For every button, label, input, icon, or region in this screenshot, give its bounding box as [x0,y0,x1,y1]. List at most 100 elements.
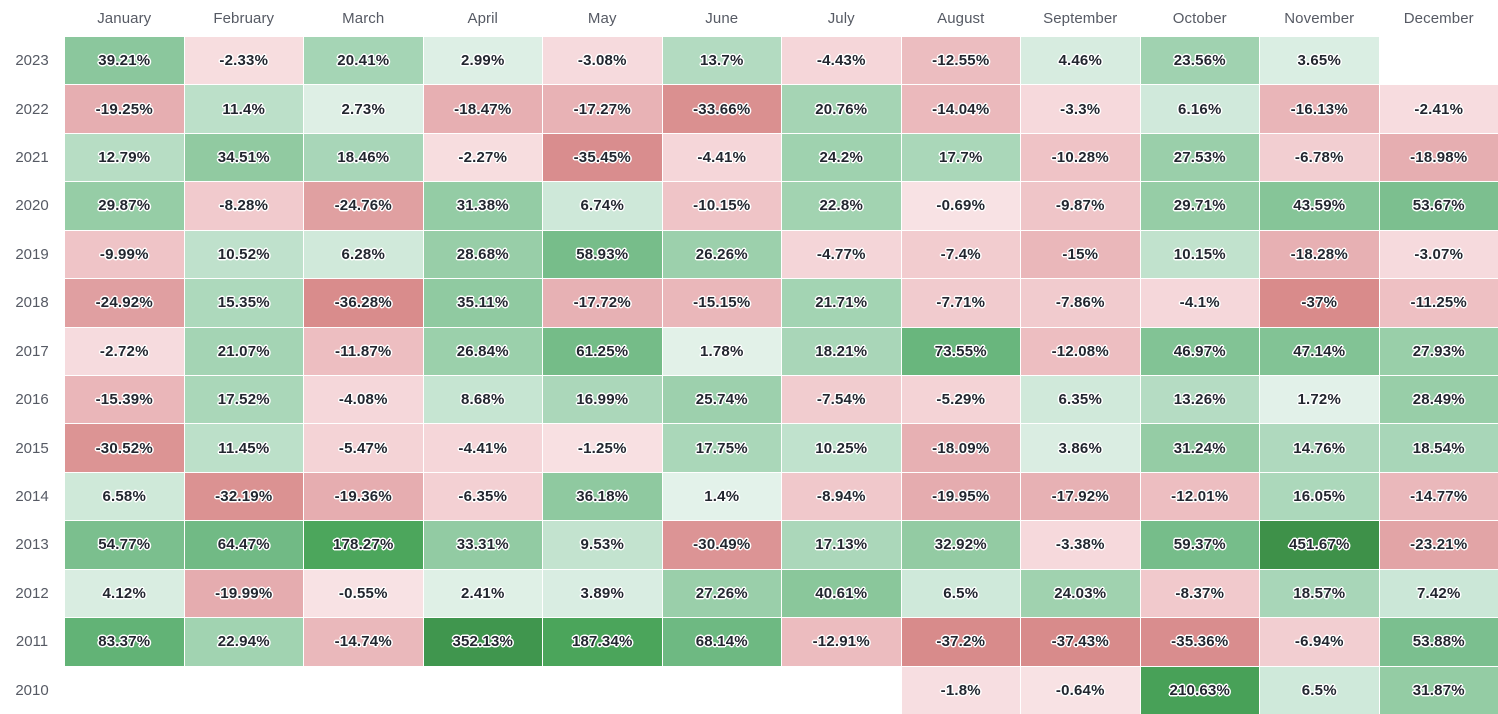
cell-2015-october: 31.24% [1140,424,1259,472]
cell-2016-march: -4.08% [304,375,423,424]
cell-2012-may: 3.89% [543,569,662,618]
cell-2021-march: 18.46% [304,133,423,182]
month-header-december: December [1379,0,1498,36]
cell-2014-april: -6.35% [423,472,542,521]
cell-2022-may: -17.27% [543,85,662,133]
cell-2015-june: 17.75% [662,424,781,472]
cell-2010-august: -1.8% [901,666,1020,714]
cell-2013-december: -23.21% [1379,521,1498,569]
cell-2018-january: -24.92% [65,279,184,327]
cell-2019-march: 6.28% [304,230,423,279]
cell-2011-january: 83.37% [65,618,184,666]
cell-2019-october: 10.15% [1140,230,1259,279]
year-label-2023: 2023 [0,37,64,85]
year-label-2018: 2018 [0,279,64,327]
cell-2017-september: -12.08% [1021,327,1140,375]
cell-2010-may [543,666,662,714]
cell-2011-november: -6.94% [1260,618,1379,666]
cell-2018-march: -36.28% [304,279,423,327]
cell-2014-september: -17.92% [1021,472,1140,521]
cell-2012-october: -8.37% [1140,569,1259,618]
cell-2022-july: 20.76% [782,85,901,133]
cell-2022-december: -2.41% [1379,85,1498,133]
cell-2021-december: -18.98% [1379,133,1498,182]
cell-2010-january [65,666,184,714]
cell-2022-january: -19.25% [65,85,184,133]
year-label-2017: 2017 [0,327,64,375]
cell-2016-june: 25.74% [662,375,781,424]
cell-2013-august: 32.92% [901,521,1020,569]
cell-2016-october: 13.26% [1140,375,1259,424]
cell-2022-august: -14.04% [901,85,1020,133]
cell-2021-july: 24.2% [782,133,901,182]
cell-2010-july [782,666,901,714]
cell-2022-september: -3.3% [1021,85,1140,133]
cell-2013-october: 59.37% [1140,521,1259,569]
cell-2010-february [184,666,303,714]
cell-2018-september: -7.86% [1021,279,1140,327]
cell-2021-january: 12.79% [65,133,184,182]
year-label-2015: 2015 [0,424,64,472]
cell-2023-june: 13.7% [662,37,781,85]
cell-2017-june: 1.78% [662,327,781,375]
month-header-may: May [543,0,662,36]
cell-2021-april: -2.27% [423,133,542,182]
cell-2017-october: 46.97% [1140,327,1259,375]
cell-2021-october: 27.53% [1140,133,1259,182]
month-header-january: January [65,0,184,36]
year-label-2016: 2016 [0,375,64,424]
month-header-july: July [782,0,901,36]
cell-2016-april: 8.68% [423,375,542,424]
cell-2017-march: -11.87% [304,327,423,375]
cell-2022-october: 6.16% [1140,85,1259,133]
cell-2013-january: 54.77% [65,521,184,569]
cell-2019-may: 58.93% [543,230,662,279]
cell-2020-june: -10.15% [662,182,781,230]
cell-2019-september: -15% [1021,230,1140,279]
cell-2016-november: 1.72% [1260,375,1379,424]
cell-2023-february: -2.33% [184,37,303,85]
cell-2015-august: -18.09% [901,424,1020,472]
cell-2023-january: 39.21% [65,37,184,85]
cell-2010-november: 6.5% [1260,666,1379,714]
cell-2015-december: 18.54% [1379,424,1498,472]
cell-2019-june: 26.26% [662,230,781,279]
cell-2023-may: -3.08% [543,37,662,85]
cell-2013-february: 64.47% [184,521,303,569]
cell-2019-july: -4.77% [782,230,901,279]
cell-2013-november: 451.67% [1260,521,1379,569]
cell-2019-december: -3.07% [1379,230,1498,279]
cell-2016-january: -15.39% [65,375,184,424]
cell-2020-august: -0.69% [901,182,1020,230]
cell-2017-april: 26.84% [423,327,542,375]
cell-2013-september: -3.38% [1021,521,1140,569]
corner-spacer [0,0,64,36]
year-label-2010: 2010 [0,666,64,714]
cell-2016-july: -7.54% [782,375,901,424]
cell-2019-november: -18.28% [1260,230,1379,279]
cell-2021-september: -10.28% [1021,133,1140,182]
cell-2023-september: 4.46% [1021,37,1140,85]
cell-2018-december: -11.25% [1379,279,1498,327]
cell-2016-february: 17.52% [184,375,303,424]
cell-2012-february: -19.99% [184,569,303,618]
year-label-2020: 2020 [0,182,64,230]
cell-2020-december: 53.67% [1379,182,1498,230]
cell-2011-june: 68.14% [662,618,781,666]
cell-2011-march: -14.74% [304,618,423,666]
cell-2018-august: -7.71% [901,279,1020,327]
cell-2015-may: -1.25% [543,424,662,472]
cell-2012-march: -0.55% [304,569,423,618]
cell-2013-may: 9.53% [543,521,662,569]
cell-2012-september: 24.03% [1021,569,1140,618]
cell-2023-november: 3.65% [1260,37,1379,85]
year-label-2021: 2021 [0,133,64,182]
cell-2022-november: -16.13% [1260,85,1379,133]
cell-2019-august: -7.4% [901,230,1020,279]
cell-2020-january: 29.87% [65,182,184,230]
cell-2013-april: 33.31% [423,521,542,569]
cell-2023-march: 20.41% [304,37,423,85]
cell-2015-march: -5.47% [304,424,423,472]
cell-2010-april [423,666,542,714]
